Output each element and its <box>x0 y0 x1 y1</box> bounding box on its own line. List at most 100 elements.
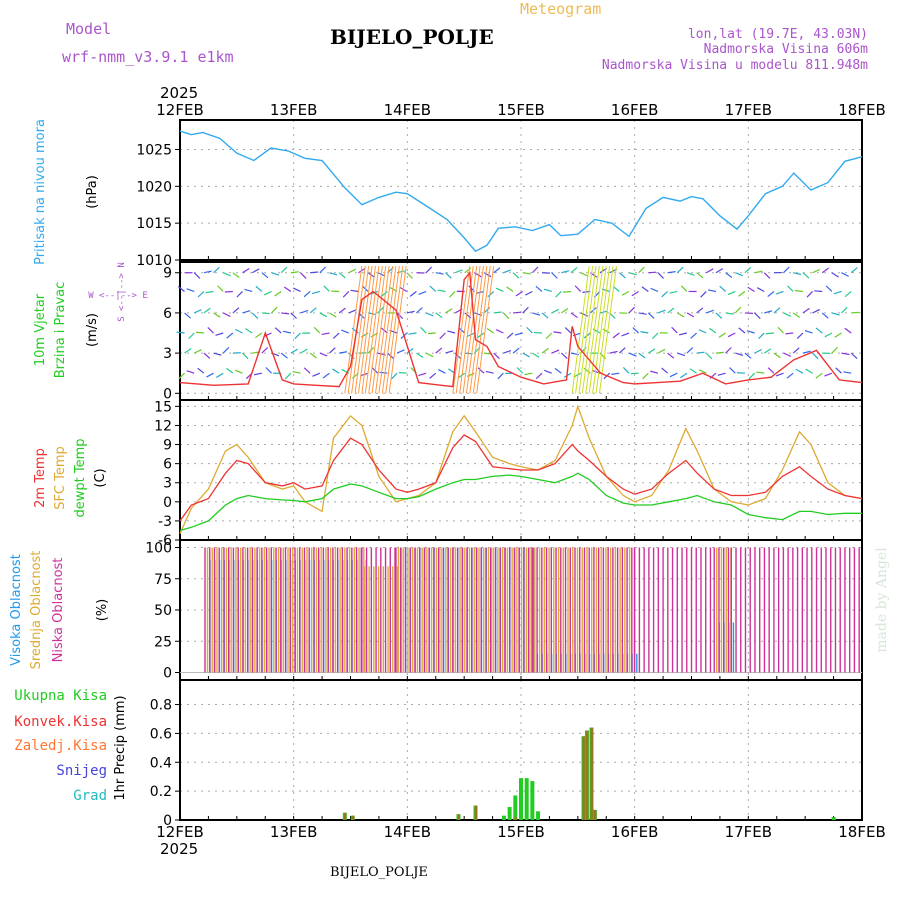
wind-arrow <box>553 331 562 334</box>
wind-arrow <box>416 307 423 314</box>
wind-arrow <box>300 348 308 354</box>
top-tick-label: 16FEB <box>611 101 658 119</box>
precip-total-bar <box>519 778 523 820</box>
wind-arrow <box>280 352 288 359</box>
wind-arrow <box>418 372 427 377</box>
precip-total-bar <box>501 815 506 820</box>
wind-arrow <box>763 348 772 354</box>
wind-arrow <box>435 272 444 275</box>
gust-hatch <box>378 265 397 394</box>
wind-arrow <box>680 285 688 292</box>
y-tick-label: 100 <box>145 541 172 557</box>
y-tick-label: 50 <box>154 603 172 619</box>
wind-arrow <box>251 268 260 274</box>
precip-total-bar <box>530 781 535 820</box>
gust-hatch <box>385 265 404 394</box>
wind-arrow <box>280 266 288 274</box>
wind-arrow <box>506 332 514 339</box>
wind-arrow <box>689 368 697 374</box>
wind-arrow <box>785 332 794 335</box>
y-tick-label: 1010 <box>136 253 172 269</box>
wind-arrow <box>429 285 437 292</box>
wind-arrow <box>416 352 424 359</box>
wind-arrow <box>715 351 724 354</box>
wind-compass-we: W <--|--> E <box>88 291 148 301</box>
wind-arrow <box>290 348 299 354</box>
wind-arrow <box>503 269 512 274</box>
pressure-panel: 1010 1015 1020 1025 <box>136 119 863 269</box>
wind-arrow <box>234 369 243 374</box>
wind-arrow <box>348 309 357 314</box>
wind-arrow <box>850 267 858 274</box>
wind-arrow <box>409 291 417 297</box>
wind-arrow <box>748 372 756 380</box>
wind-arrow <box>657 348 666 354</box>
wind-arrow <box>821 312 829 319</box>
y-tick-label: 9 <box>163 438 172 454</box>
wind-arrow <box>290 312 297 319</box>
wind-arrow <box>612 332 620 339</box>
gust-hatch <box>598 265 617 394</box>
wind-arrow <box>213 266 220 274</box>
precip-total-bar <box>513 795 518 820</box>
wind-arrow <box>303 291 311 298</box>
wind-arrow <box>638 312 647 315</box>
wind-arrow <box>379 371 388 374</box>
y-tick-label: 0.8 <box>150 698 172 714</box>
footer-station: BIJELO_POLJE <box>330 865 428 880</box>
wind-arrow <box>319 266 326 274</box>
wind-arrow <box>284 372 292 380</box>
wind-arrow <box>515 290 524 297</box>
wind-arrow <box>242 352 249 360</box>
temp-unit: (C) <box>93 468 108 487</box>
wind-arrow <box>705 352 713 360</box>
wind-arrow <box>812 352 819 360</box>
y-tick-label: 1020 <box>136 179 172 195</box>
wind-arrow <box>551 272 558 279</box>
wind-arrow <box>178 372 185 380</box>
precip-conv-bar <box>590 727 593 820</box>
wind-arrow <box>580 272 589 277</box>
wind-arrow <box>300 272 307 279</box>
wind-arrow <box>493 311 502 314</box>
wind-arrow <box>445 308 453 314</box>
precip-label-grad: Grad <box>73 788 107 804</box>
wind-arrow <box>244 288 253 293</box>
precip-conv-bar <box>343 812 347 820</box>
wind-arrow <box>747 286 755 292</box>
wind-arrow <box>283 286 292 292</box>
wind-arrow <box>754 348 762 354</box>
wind-arrow <box>522 352 531 358</box>
wind-arrow <box>696 272 704 279</box>
wind-arrow <box>562 290 572 293</box>
wind-arrow <box>580 312 589 317</box>
wind-barbs <box>176 265 860 394</box>
gust-hatch <box>368 265 387 394</box>
cloud-label-low: Niska Oblacnost <box>51 558 66 663</box>
wind-arrow <box>611 372 620 375</box>
wind-arrow <box>329 272 338 276</box>
lonlat-label: lon,lat (19.7E, 43.03N) <box>688 27 868 42</box>
credit-label: made by Angel <box>874 547 890 653</box>
temp-label-dewpt: dewpt Temp <box>73 438 88 517</box>
wind-arrow <box>512 272 520 279</box>
gust-hatch <box>381 265 400 394</box>
wind-arrow <box>535 372 543 380</box>
wind-arrow <box>184 348 192 354</box>
wind-arrow <box>706 309 715 314</box>
wind-arrow <box>669 372 678 378</box>
wind-arrow <box>831 272 839 278</box>
wind-arrow <box>425 266 433 274</box>
wind-arrow <box>794 289 803 293</box>
wind-arrow <box>641 286 649 292</box>
wind-arrow <box>628 272 637 276</box>
wind-arrow <box>786 372 794 379</box>
wind-arrow <box>464 267 472 274</box>
wind-arrow <box>339 351 348 354</box>
wind-arrow <box>541 312 549 319</box>
wind-arrow <box>561 270 570 274</box>
precip-total-bar <box>524 778 529 820</box>
top-tick-label: 17FEB <box>725 101 772 119</box>
wind-arrow <box>261 312 270 315</box>
year-label-top: 2025 <box>160 84 198 102</box>
